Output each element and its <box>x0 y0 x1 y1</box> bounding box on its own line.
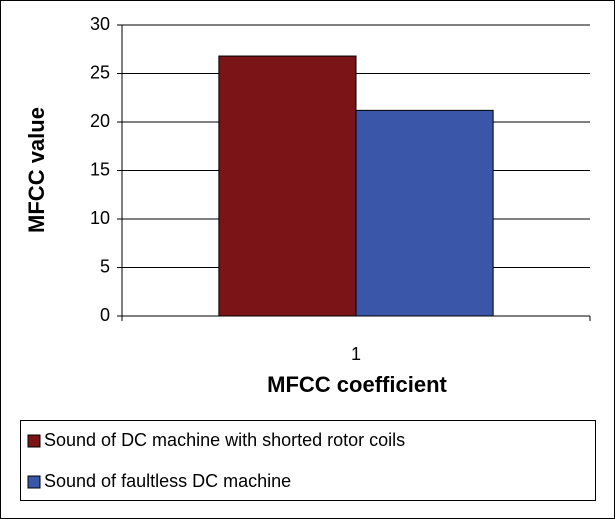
x-axis-label: MFCC coefficient <box>267 372 447 397</box>
bar <box>218 55 357 317</box>
legend-swatch <box>27 434 41 448</box>
y-tick-label: 0 <box>100 305 110 325</box>
y-tick-label: 5 <box>100 256 110 276</box>
y-tick-label: 15 <box>90 159 110 179</box>
legend-label: Sound of DC machine with shorted rotor c… <box>44 430 405 450</box>
legend <box>20 420 596 501</box>
bar <box>355 109 494 317</box>
y-tick-label: 10 <box>90 208 110 228</box>
y-tick-label: 30 <box>90 14 110 34</box>
y-axis-label: MFCC value <box>24 107 49 233</box>
legend-swatch <box>27 475 41 489</box>
legend-label: Sound of faultless DC machine <box>44 471 291 491</box>
x-tick-label: 1 <box>351 344 361 364</box>
y-tick-label: 20 <box>90 111 110 131</box>
y-tick-label: 25 <box>90 62 110 82</box>
